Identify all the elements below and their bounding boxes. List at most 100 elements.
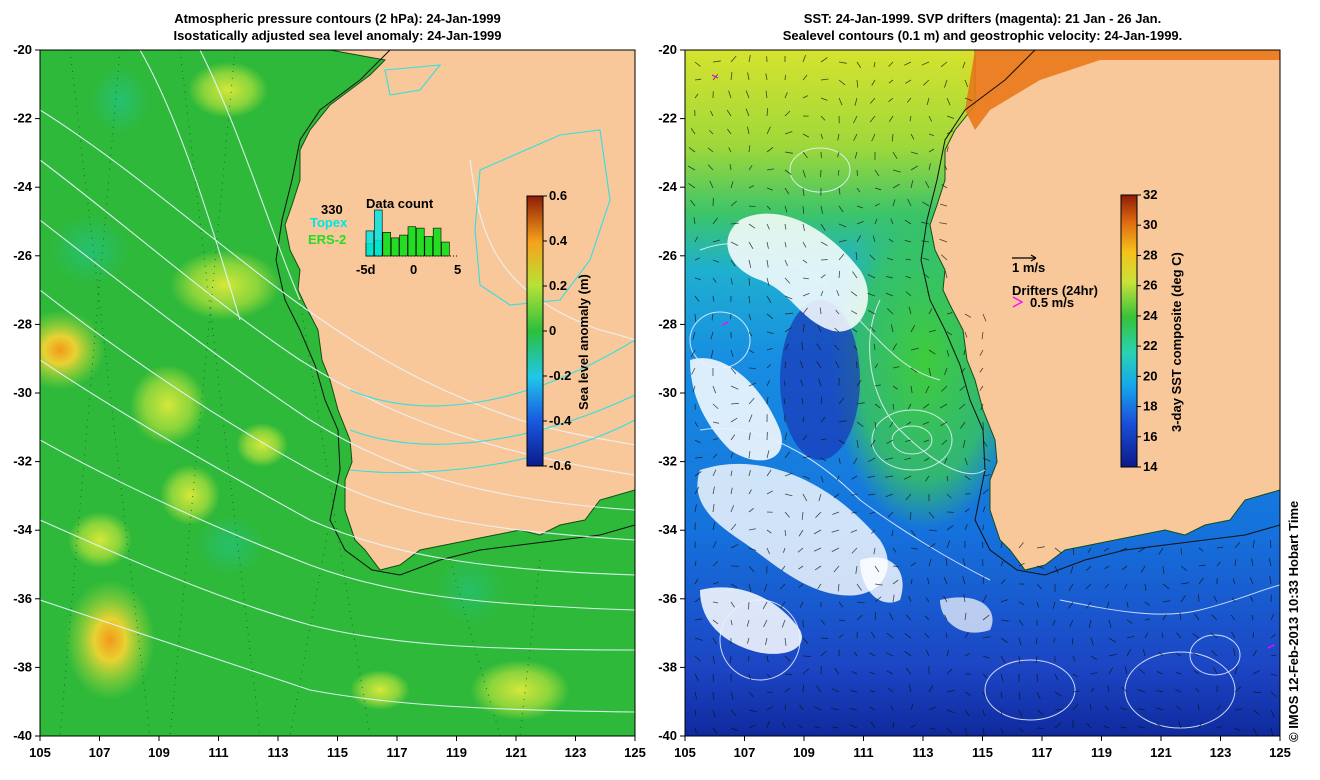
velocity-arrow <box>1252 540 1255 549</box>
velocity-arrow <box>802 668 810 675</box>
velocity-arrow <box>928 727 936 730</box>
velocity-arrow <box>856 379 862 387</box>
velocity-arrow <box>833 493 840 499</box>
velocity-arrow <box>820 133 824 139</box>
right-title-line1: SST: 24-Jan-1999. SVP drifters (magenta)… <box>803 11 1162 26</box>
left-lon-tick-label: 109 <box>148 745 170 760</box>
velocity-arrow <box>1120 726 1128 729</box>
velocity-arrow <box>928 133 935 136</box>
velocity-arrow <box>946 475 949 482</box>
velocity-arrow <box>784 432 788 441</box>
left-map: Data count 330 Topex ERS-2 -5d 0 5 0.60.… <box>40 50 635 736</box>
velocity-arrow <box>925 649 930 657</box>
velocity-arrow <box>838 601 844 608</box>
velocity-arrow <box>766 380 770 387</box>
velocity-arrow <box>802 684 804 693</box>
right-lon-tick-label: 105 <box>674 745 696 760</box>
velocity-arrow <box>946 727 953 735</box>
velocity-arrow <box>802 455 810 459</box>
velocity-arrow <box>712 541 717 549</box>
velocity-arrow <box>874 187 882 191</box>
velocity-arrow <box>746 619 750 627</box>
velocity-arrow <box>838 619 845 621</box>
velocity-arrow <box>766 205 771 210</box>
velocity-arrow <box>964 632 969 639</box>
velocity-arrow <box>730 200 738 207</box>
velocity-arrow <box>692 385 696 393</box>
velocity-arrow <box>1000 619 1009 622</box>
velocity-arrow <box>1068 601 1074 609</box>
velocity-arrow <box>963 594 966 603</box>
velocity-arrow <box>874 403 881 409</box>
velocity-arrow <box>891 133 894 142</box>
sla-colorbar-ticks: 0.6 0.4 0.2 0 -0.2 -0.4 -0.6 <box>543 188 572 473</box>
velocity-arrow <box>982 709 985 717</box>
colorbar-tick-label: 20 <box>1143 368 1157 383</box>
velocity-arrow <box>766 295 772 304</box>
credit-text: © IMOS 12-Feb-2013 10:33 Hobart Time <box>1286 500 1301 742</box>
velocity-arrow <box>904 457 912 460</box>
velocity-arrow <box>748 724 757 729</box>
velocity-arrow <box>888 79 894 84</box>
velocity-arrow <box>688 147 696 153</box>
velocity-arrow <box>982 655 990 659</box>
velocity-arrow <box>799 360 804 369</box>
velocity-arrow <box>923 439 930 443</box>
velocity-arrow <box>730 367 737 375</box>
velocity-arrow <box>964 653 970 657</box>
pressure-contours <box>40 50 635 713</box>
velocity-arrow <box>712 522 716 531</box>
velocity-arrow <box>1234 559 1237 567</box>
velocity-arrow <box>1070 565 1074 574</box>
velocity-arrow <box>874 596 882 603</box>
velocity-arrow <box>1000 579 1006 585</box>
velocity-arrow <box>833 344 840 351</box>
velocity-arrow <box>886 275 894 279</box>
right-lat-tick-label: -26 <box>658 248 677 263</box>
velocity-arrow <box>712 421 720 424</box>
velocity-arrow <box>892 169 901 173</box>
velocity-arrow <box>1231 631 1236 639</box>
velocity-arrow <box>688 183 696 189</box>
velocity-arrow <box>766 706 773 711</box>
velocity-arrow <box>748 547 757 551</box>
velocity-arrow <box>813 529 822 535</box>
velocity-arrow <box>1250 596 1254 603</box>
velocity-arrow <box>748 414 753 423</box>
velocity-arrow <box>1142 649 1146 657</box>
sla-colorbar: 0.6 0.4 0.2 0 -0.2 -0.4 -0.6 Sea level anomaly… <box>526 188 591 473</box>
velocity-arrow <box>1036 691 1041 700</box>
velocity-arrow <box>802 133 810 138</box>
velocity-arrow <box>1178 720 1182 729</box>
velocity-arrow <box>831 529 840 533</box>
velocity-arrow <box>784 169 792 175</box>
velocity-arrow <box>730 434 736 441</box>
velocity-arrow <box>748 382 756 387</box>
velocity-arrow <box>784 223 787 230</box>
inset-title: Data count <box>366 196 434 211</box>
velocity-arrow <box>766 313 774 320</box>
sst-colorbar: 32 30 28 26 24 22 20 18 16 14 3-day SST composite… <box>1120 187 1184 474</box>
velocity-arrow <box>980 403 984 411</box>
velocity-arrow <box>1232 578 1236 585</box>
left-lon-tick-label: 105 <box>29 745 51 760</box>
inset-xtick-0: 0 <box>410 262 417 277</box>
velocity-arrow <box>946 97 951 106</box>
velocity-arrow <box>726 109 732 117</box>
right-lon-tick-label: 107 <box>734 745 756 760</box>
velocity-arrow <box>964 727 968 736</box>
velocity-arrow <box>886 670 894 675</box>
velocity-arrow <box>1126 601 1129 608</box>
velocity-arrow <box>1000 542 1003 549</box>
velocity-arrow <box>712 561 719 567</box>
velocity-arrow <box>730 277 733 285</box>
velocity-arrow <box>831 547 840 552</box>
velocity-arrow <box>748 583 752 592</box>
velocity-arrow <box>1036 546 1045 549</box>
left-lon-tick-label: 117 <box>387 745 408 760</box>
velocity-arrow <box>1161 632 1164 639</box>
velocity-arrow <box>748 601 750 610</box>
left-lon-tick-label: 115 <box>327 745 348 760</box>
drifter-arrow-icon <box>1012 296 1024 308</box>
velocity-arrow <box>1018 562 1025 567</box>
